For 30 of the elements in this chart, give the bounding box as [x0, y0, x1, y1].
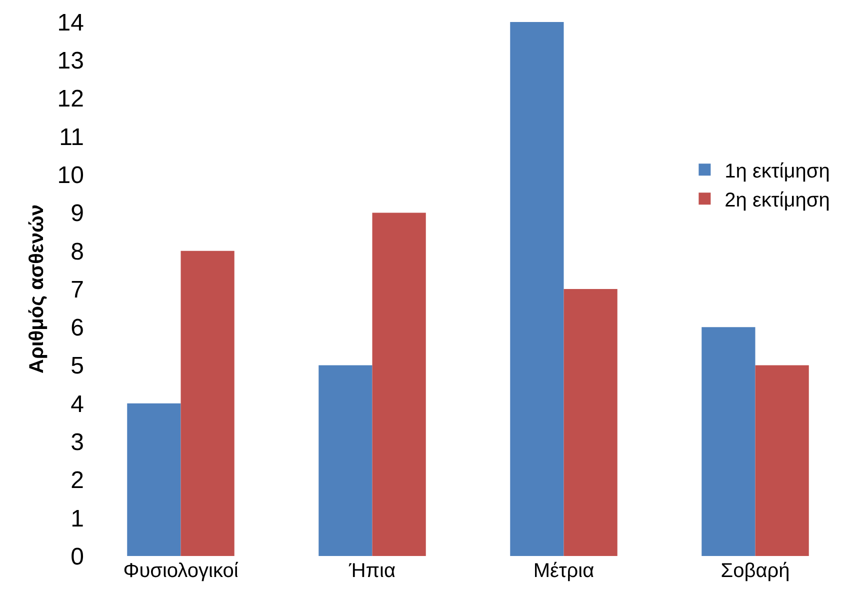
y-tick-label: 2	[70, 467, 84, 494]
y-tick-label: 11	[59, 124, 84, 151]
legend-label: 1η εκτίμηση	[724, 160, 830, 182]
y-tick-label: 3	[70, 428, 84, 456]
y-tick-label: 6	[70, 314, 84, 342]
bar	[755, 365, 809, 556]
bar	[510, 22, 564, 556]
y-tick-label: 5	[70, 352, 84, 380]
y-tick-label: 8	[70, 238, 84, 266]
legend-label: 2η εκτίμηση	[724, 189, 830, 212]
y-tick-label: 10	[57, 162, 84, 189]
y-tick-label: 7	[70, 276, 84, 304]
y-axis-title: Αριθμός ασθενών	[26, 204, 48, 374]
bar	[702, 327, 756, 556]
y-tick-label: 1	[70, 505, 84, 532]
x-tick-label: Φυσιολογικοί	[123, 560, 239, 582]
y-tick-label: 13	[57, 48, 84, 75]
bar	[318, 365, 372, 556]
bar	[372, 212, 426, 556]
x-tick-label: Ήπια	[348, 560, 396, 582]
bar	[180, 250, 234, 556]
y-tick-label: 0	[70, 543, 84, 570]
y-tick-label: 9	[70, 200, 84, 228]
bar	[564, 289, 618, 556]
y-tick-label: 14	[57, 9, 84, 36]
y-tick-label: 4	[70, 390, 84, 418]
x-tick-label: Μέτρια	[533, 560, 594, 582]
y-tick-label: 12	[57, 86, 84, 113]
x-tick-label: Σοβαρή	[720, 560, 790, 582]
bar	[127, 403, 181, 556]
